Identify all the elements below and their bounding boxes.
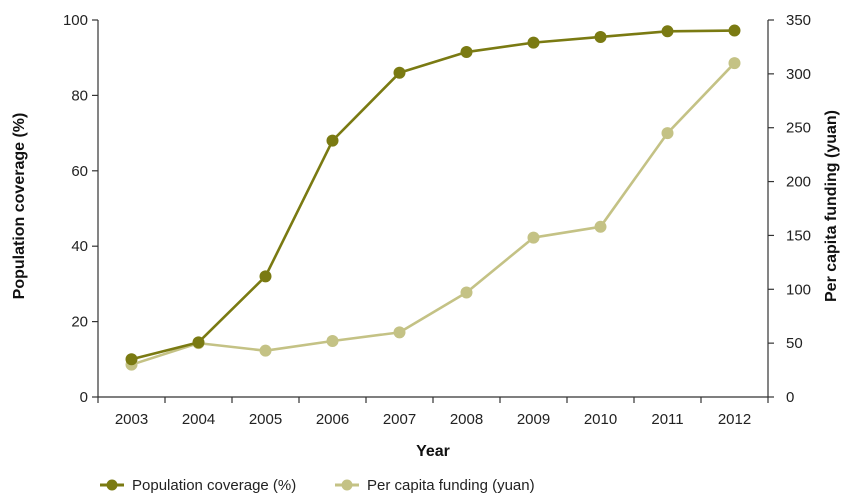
x-tick-label: 2007: [383, 411, 416, 428]
y-right-tick-label: 150: [786, 227, 811, 244]
data-point-funding: [728, 57, 741, 70]
data-point-funding: [661, 127, 674, 140]
y-axis-left-title: Population coverage (%): [11, 113, 28, 300]
data-point-population: [460, 46, 473, 59]
data-point-funding: [527, 231, 540, 244]
series-line-funding: [131, 62, 736, 366]
data-point-population: [192, 336, 205, 349]
legend-marker-funding: [341, 479, 353, 491]
x-tick-label: 2009: [517, 411, 550, 428]
chart-axes: 0 20 40 60 80 100 0 50 100 150 200 250 300 350 2003 200…: [63, 12, 811, 428]
legend-label-funding: Per capita funding (yuan): [367, 477, 535, 494]
y-left-tick-label: 60: [71, 163, 88, 180]
x-tick-label: 2010: [584, 411, 617, 428]
x-tick-label: 2003: [115, 411, 148, 428]
data-point-population: [527, 36, 540, 49]
data-point-funding: [594, 220, 607, 233]
x-tick-label: 2005: [249, 411, 282, 428]
data-point-funding: [393, 326, 406, 339]
data-point-funding: [259, 344, 272, 357]
legend-item-funding: Per capita funding (yuan): [335, 477, 535, 494]
y-left-tick-label: 20: [71, 314, 88, 331]
x-tick-label: 2012: [718, 411, 751, 428]
data-point-population: [393, 66, 406, 79]
y-right-tick-label: 200: [786, 174, 811, 191]
x-tick-label: 2008: [450, 411, 483, 428]
data-point-population: [594, 30, 607, 43]
y-left-tick-label: 0: [80, 389, 88, 406]
data-point-population: [326, 134, 339, 147]
y-right-tick-label: 250: [786, 120, 811, 137]
y-axis-right-title: Per capita funding (yuan): [823, 110, 840, 302]
x-tick-label: 2011: [651, 411, 683, 428]
data-point-funding: [460, 286, 473, 299]
data-point-funding: [326, 334, 339, 347]
y-right-tick-label: 100: [786, 281, 811, 298]
data-point-population: [125, 353, 138, 366]
legend-marker-population: [106, 479, 118, 491]
chart-legend: Population coverage (%) Per capita fundi…: [100, 477, 535, 494]
data-point-population: [661, 25, 674, 38]
y-right-tick-label: 300: [786, 66, 811, 83]
y-right-tick-label: 350: [786, 12, 811, 29]
data-point-population: [259, 270, 272, 283]
legend-label-population: Population coverage (%): [132, 477, 296, 494]
series-line-population: [131, 29, 735, 361]
y-left-tick-label: 80: [71, 87, 88, 104]
x-tick-label: 2006: [316, 411, 349, 428]
y-left-tick-label: 40: [71, 238, 88, 255]
chart-series: [125, 24, 741, 371]
data-point-population: [728, 24, 741, 37]
y-right-tick-label: 0: [786, 389, 794, 406]
y-left-tick-label: 100: [63, 12, 88, 29]
y-right-tick-label: 50: [786, 335, 803, 352]
legend-item-population: Population coverage (%): [100, 477, 296, 494]
x-axis-title: Year: [416, 443, 450, 460]
x-tick-label: 2004: [182, 411, 215, 428]
